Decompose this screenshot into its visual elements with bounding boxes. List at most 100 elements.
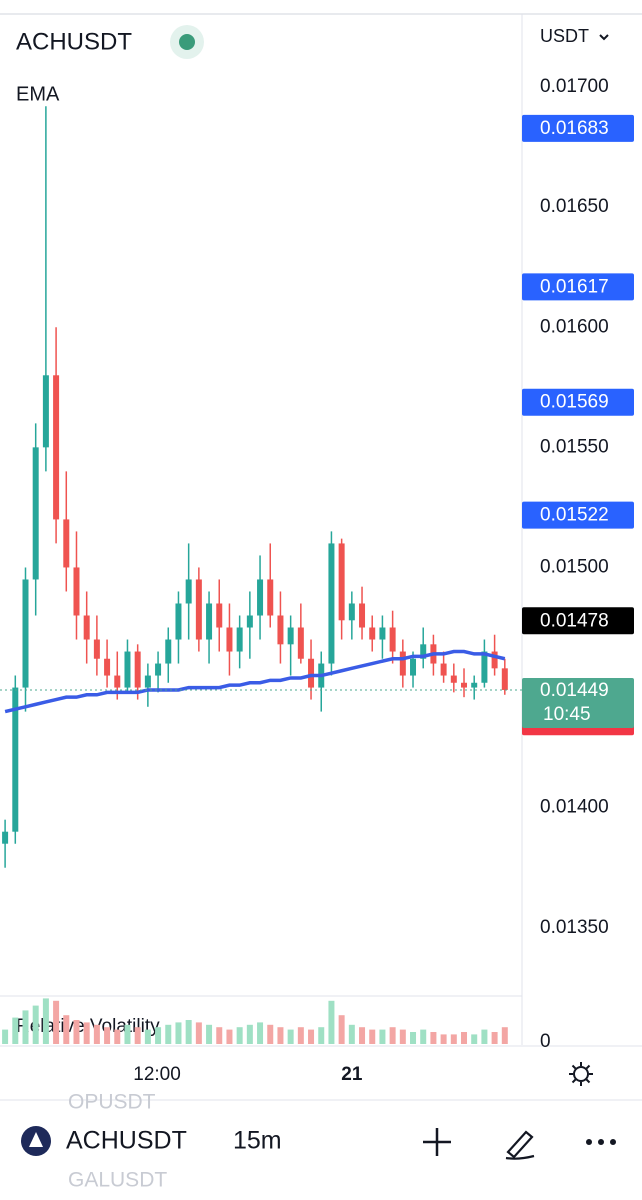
volume-bar: [155, 1027, 162, 1044]
x-tick-label: 12:00: [133, 1064, 181, 1085]
ema-line: [4, 649, 506, 714]
y-tick-label: 0.01400: [540, 797, 609, 818]
volume-bar: [399, 1029, 406, 1044]
volume-bar: [53, 1000, 60, 1044]
more-button[interactable]: [586, 1139, 616, 1145]
volume-bar: [124, 1024, 131, 1044]
volume-bar: [420, 1029, 427, 1044]
candle-body: [297, 627, 304, 659]
volume-bar: [369, 1029, 376, 1044]
gear[interactable]: [569, 1062, 593, 1086]
candle-body: [420, 644, 427, 659]
currency-caret: [599, 34, 609, 41]
watchlist-item[interactable]: GALUSDT: [68, 1169, 167, 1192]
candle-body: [104, 658, 111, 676]
volume-bar: [185, 1020, 192, 1044]
candle-body: [481, 651, 488, 683]
candle-body: [2, 831, 9, 844]
watchlist-item[interactable]: OPUSDT: [68, 1091, 156, 1114]
candle-body: [338, 543, 345, 621]
volume-bar: [328, 1000, 335, 1044]
volume-bar: [246, 1024, 253, 1044]
volume-bar: [206, 1024, 213, 1044]
y-tick-label: 0.01350: [540, 917, 609, 938]
candle-body: [379, 627, 386, 640]
candle-body: [206, 603, 213, 640]
volume-bar: [277, 1027, 284, 1044]
candle-body: [328, 543, 335, 664]
candle-body: [83, 615, 90, 640]
volume-bar: [440, 1034, 447, 1044]
price-label-bg: [522, 114, 634, 142]
volume-bar: [12, 1017, 19, 1044]
y-tick-label: 0.01550: [540, 436, 609, 457]
candle-body: [144, 675, 151, 688]
y-tick-label: 0.01650: [540, 196, 609, 217]
volume-bar: [165, 1024, 172, 1044]
price-label: 0.01569: [540, 392, 609, 413]
price-label: 0.01683: [540, 118, 609, 139]
volume-bar: [471, 1034, 478, 1044]
candle-body: [389, 627, 396, 652]
draw-button[interactable]: [505, 1130, 535, 1160]
volume-bar: [93, 1024, 100, 1044]
volume-bar: [338, 1015, 345, 1044]
y-tick-label: 0.01700: [540, 76, 609, 97]
add-button[interactable]: [423, 1128, 451, 1156]
price-label-bg: [522, 273, 634, 301]
interval[interactable]: 15m: [233, 1127, 282, 1155]
volume-bar: [430, 1032, 437, 1044]
indicator-label[interactable]: EMA: [16, 83, 60, 105]
volume-bar: [297, 1027, 304, 1044]
candle-body: [12, 687, 19, 832]
volume-bar: [2, 1029, 9, 1044]
symbol[interactable]: ACHUSDT: [16, 28, 132, 55]
volume-bar: [175, 1022, 182, 1044]
volume-bar: [134, 1027, 141, 1044]
volume-bar: [461, 1032, 468, 1044]
candle-body: [42, 375, 49, 448]
price-label: 0.01522: [540, 505, 609, 526]
candle-body: [287, 627, 294, 645]
volume-bar: [308, 1029, 315, 1044]
candle-body: [501, 668, 508, 690]
candle-body: [93, 639, 100, 659]
currency[interactable]: USDT: [540, 26, 589, 46]
candle-body: [226, 627, 233, 652]
candle-body: [359, 603, 366, 628]
volume-tick-label: 0: [540, 1031, 551, 1052]
candle-body: [216, 603, 223, 628]
candle-body: [195, 579, 202, 640]
volume-bar: [359, 1027, 366, 1044]
toolbar-symbol[interactable]: ACHUSDT: [66, 1127, 187, 1155]
volume-bar: [389, 1027, 396, 1044]
candle-body: [257, 579, 264, 616]
countdown: 10:45: [543, 704, 591, 725]
volume-bar: [216, 1027, 223, 1044]
volume-bar: [73, 1020, 80, 1044]
candle-body: [491, 651, 498, 669]
candle-body: [267, 579, 274, 616]
volume-bar: [114, 1029, 121, 1044]
candle-body: [450, 675, 457, 683]
candle-body: [236, 627, 243, 652]
candle-body: [308, 658, 315, 688]
volume-bar: [42, 998, 49, 1044]
volume-bar: [410, 1032, 417, 1044]
volume-bar: [450, 1034, 457, 1044]
volume-bar: [22, 1010, 29, 1044]
volume-bar: [63, 1015, 70, 1044]
volume-bar: [348, 1024, 355, 1044]
y-tick-label: 0.01600: [540, 316, 609, 337]
volume-bar: [257, 1022, 264, 1044]
volume-bar: [32, 1005, 39, 1044]
y-tick-label: 0.01500: [540, 556, 609, 577]
candle-body: [185, 579, 192, 604]
volume-bar: [287, 1029, 294, 1044]
volume-bar: [104, 1027, 111, 1044]
candle-body: [471, 682, 478, 688]
price-label: 0.01617: [540, 276, 609, 297]
candle-body: [461, 682, 468, 688]
candle-body: [410, 658, 417, 676]
